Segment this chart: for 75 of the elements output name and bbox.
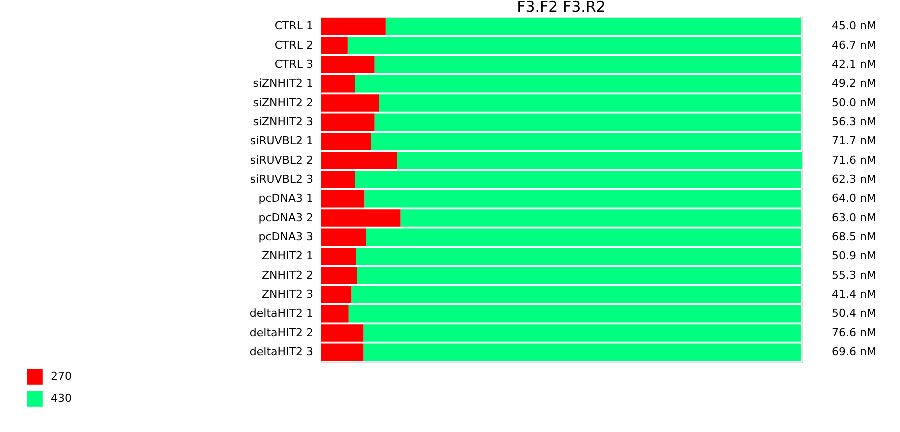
bar: [321, 190, 365, 208]
y-tick-label: ZNHIT2 3: [262, 288, 314, 301]
bar: [321, 286, 352, 304]
bar: [400, 210, 802, 227]
bar: [321, 228, 366, 246]
y-tick-label: deltaHIT2 2: [250, 326, 314, 340]
y-tick-label: pcDNA3 3: [258, 230, 314, 244]
y-tick-label: CTRL 3: [274, 58, 314, 71]
text: 42.1 nM: [832, 58, 876, 71]
y-tick-label: deltaHIT2 3: [250, 345, 314, 358]
y-tick-label: siZNHIT2 3: [253, 115, 314, 128]
bar: [321, 94, 380, 112]
bar: [321, 210, 401, 227]
text: 50.4 nM: [832, 307, 876, 320]
text: 55.3 nM: [832, 268, 876, 282]
bar: [356, 248, 802, 266]
bar: [348, 305, 802, 323]
text: 64.0 nM: [832, 192, 876, 206]
bar: [321, 267, 358, 284]
text: 68.5 nM: [832, 230, 876, 244]
y-tick-label: pcDNA3 1: [258, 192, 314, 206]
bar: [357, 267, 802, 284]
text: 76.6 nM: [832, 326, 876, 340]
y-tick-label: deltaHIT2 1: [250, 307, 314, 320]
y-tick-label: siRUVBL2 2: [250, 154, 314, 167]
bar: [366, 228, 802, 246]
bar: [374, 114, 802, 132]
bar: [379, 94, 802, 112]
y-tick-label: ZNHIT2 2: [262, 268, 314, 282]
text: 49.2 nM: [832, 77, 876, 90]
bar: [364, 324, 802, 342]
bar: [321, 132, 372, 150]
bar: [355, 75, 802, 93]
chart-title: F3.F2 F3.R2: [517, 0, 606, 16]
legend-label: 430: [51, 392, 72, 405]
bar: [321, 37, 348, 54]
y-tick-label: ZNHIT2 1: [262, 250, 314, 263]
bar: [321, 305, 349, 323]
bar: [321, 152, 397, 170]
bar: [374, 56, 802, 74]
bar: [371, 132, 802, 150]
text: 71.7 nM: [832, 134, 876, 148]
text: 45.0 nM: [832, 20, 876, 33]
bar: [364, 344, 802, 362]
y-tick-label: siRUVBL2 3: [250, 172, 314, 186]
y-tick-label: siRUVBL2 1: [250, 134, 314, 148]
bar: [321, 171, 356, 189]
bar: [321, 18, 386, 36]
text: 41.4 nM: [832, 288, 876, 301]
bar: [321, 248, 356, 266]
text: 46.7 nM: [832, 38, 876, 52]
bar: [386, 18, 802, 36]
bar: [321, 324, 364, 342]
bar: [321, 344, 364, 362]
bar: [321, 75, 356, 93]
text: 56.3 nM: [832, 115, 876, 128]
legend-label: 270: [51, 370, 72, 383]
y-tick-label: CTRL 1: [274, 20, 314, 33]
y-tick-label: siZNHIT2 2: [253, 96, 314, 110]
bar: [397, 152, 802, 170]
text: 62.3 nM: [832, 172, 876, 186]
bar: [364, 190, 802, 208]
y-tick-label: CTRL 2: [274, 38, 314, 52]
text: 63.0 nM: [832, 211, 876, 224]
bar: [321, 114, 375, 132]
text: 50.9 nM: [832, 250, 876, 263]
bar: [348, 37, 802, 54]
text: 50.0 nM: [832, 96, 876, 110]
text: 71.6 nM: [832, 154, 876, 167]
bar: [352, 286, 802, 304]
y-tick-label: siZNHIT2 1: [253, 77, 314, 90]
y-tick-label: pcDNA3 2: [258, 211, 314, 224]
text: 69.6 nM: [832, 345, 876, 358]
bar: [355, 171, 802, 189]
bar: [321, 56, 375, 74]
